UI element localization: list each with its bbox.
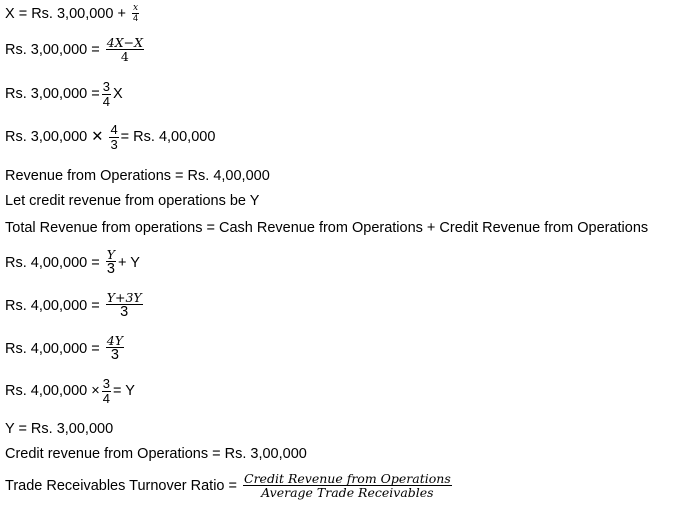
denominator: 3 — [110, 136, 118, 152]
rhs: = Rs. 4,00,000 — [120, 129, 216, 146]
numerator: Y — [105, 247, 117, 263]
line-text: Total Revenue from operations = Cash Rev… — [5, 220, 649, 236]
lhs: X = Rs. 3,00,000 + — [5, 5, 126, 22]
denominator: Average Trade Receivables — [261, 485, 434, 501]
rhs: = Y — [112, 383, 135, 400]
numerator: Y+3Y — [105, 290, 143, 306]
numerator: 3 — [101, 376, 111, 392]
fraction: Credit Revenue from Operations Average Tr… — [243, 472, 452, 499]
equation-line-9: Rs. 4,00,000 = Y+3Y 3 — [5, 291, 145, 320]
text-line: Total Revenue from operations = Cash Rev… — [5, 220, 648, 236]
lhs: Trade Receivables Turnover Ratio = — [5, 477, 237, 494]
text-line: Y = Rs. 3,00,000 — [5, 421, 113, 437]
equation-line-2: Rs. 3,00,000 = 4X−X 4 — [5, 36, 146, 63]
rhs: X — [112, 86, 123, 103]
fraction: 4Y 3 — [105, 333, 124, 364]
numerator: 4 — [109, 122, 119, 138]
text-line: Credit revenue from Operations = Rs. 3,0… — [5, 446, 307, 462]
denominator: 4 — [132, 13, 138, 24]
line-text: Y = Rs. 3,00,000 — [5, 421, 114, 437]
lhs: Rs. 4,00,000 = — [5, 254, 100, 271]
rhs: + Y — [118, 254, 140, 271]
lhs: Rs. 4,00,000 = — [5, 297, 100, 314]
fraction: Y+3Y 3 — [105, 290, 143, 321]
numerator: Credit Revenue from Operations — [243, 471, 452, 487]
text-line: Revenue from Operations = Rs. 4,00,000 — [5, 168, 270, 184]
lhs: Rs. 3,00,000 = — [5, 86, 100, 103]
numerator: 4X−X — [105, 35, 144, 51]
denominator: 4 — [102, 390, 110, 406]
lhs: Rs. 3,00,000 = — [5, 41, 100, 58]
equation-line-14: Trade Receivables Turnover Ratio = Credi… — [5, 472, 454, 499]
denominator: 3 — [110, 347, 119, 364]
lhs: Rs. 4,00,000 = — [5, 340, 100, 357]
text-line: Let credit revenue from operations be Y — [5, 193, 259, 209]
lhs: Rs. 3,00,000 ✕ — [5, 129, 104, 146]
denominator: 3 — [120, 304, 129, 321]
lhs: Rs. 4,00,000 × — [5, 383, 100, 400]
line-text: Revenue from Operations = Rs. 4,00,000 — [5, 168, 270, 184]
line-text: Credit revenue from Operations = Rs. 3,0… — [5, 446, 307, 462]
denominator: 4 — [102, 93, 110, 109]
line-text: Let credit revenue from operations be Y — [5, 193, 260, 209]
fraction: 4X−X 4 — [105, 35, 144, 65]
numerator: 4Y — [105, 333, 124, 349]
equation-line-10: Rs. 4,00,000 = 4Y 3 — [5, 334, 126, 363]
denominator: 4 — [120, 49, 129, 65]
numerator: 3 — [101, 79, 111, 95]
denominator: 3 — [106, 261, 115, 278]
numerator: x — [131, 3, 140, 15]
